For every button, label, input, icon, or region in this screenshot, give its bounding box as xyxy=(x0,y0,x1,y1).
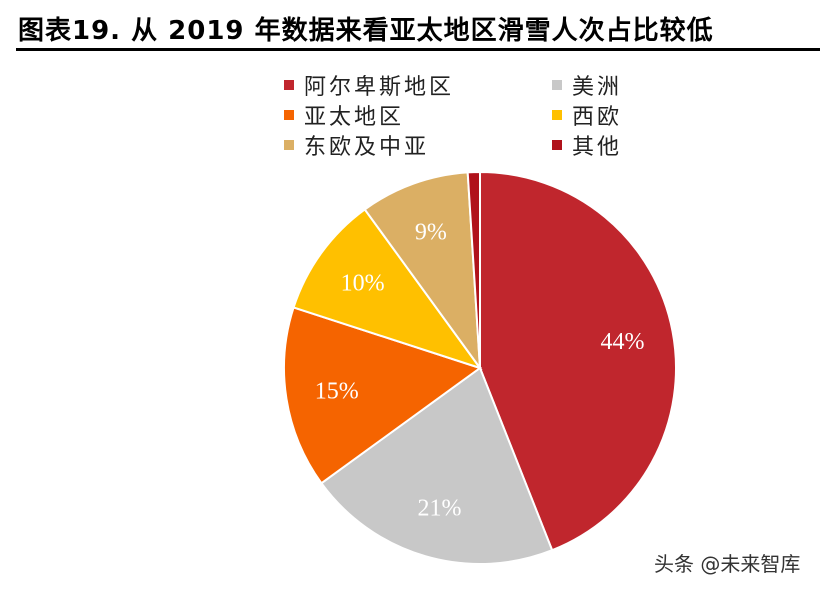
pie-slice-western-europe xyxy=(292,208,483,370)
pie-label-eastern-europe: 9% xyxy=(415,220,447,246)
legend-swatch-asia-pacific xyxy=(284,110,294,120)
pie-slice-americas xyxy=(320,366,554,565)
pie-slices xyxy=(283,170,677,565)
pie-label-americas: 21% xyxy=(418,495,462,521)
legend-item-asia-pacific: 亚太地区 xyxy=(284,100,404,130)
legend-item-alps: 阿尔卑斯地区 xyxy=(284,70,454,100)
pie-slice-eastern-europe xyxy=(363,171,482,372)
legend-label-western-europe: 西欧 xyxy=(572,105,623,130)
pie-label-alps: 44% xyxy=(600,329,644,355)
legend-swatch-western-europe xyxy=(552,110,562,120)
pie-slice-asia-pacific xyxy=(283,306,483,485)
legend-item-americas: 美洲 xyxy=(552,70,622,100)
legend-item-other: 其他 xyxy=(552,130,622,160)
page-title: 图表19. 从 2019 年数据来看亚太地区滑雪人次占比较低 xyxy=(18,16,714,46)
legend-label-alps: 阿尔卑斯地区 xyxy=(304,75,455,100)
pie-label-asia-pacific: 15% xyxy=(315,379,359,405)
pie-labels: 44% 21% 15% 10% 9% xyxy=(315,220,645,522)
legend-swatch-alps xyxy=(284,80,294,90)
pie-label-western-europe: 10% xyxy=(341,271,385,297)
legend-label-americas: 美洲 xyxy=(572,75,623,100)
legend-label-other: 其他 xyxy=(572,135,623,160)
legend-swatch-eastern-europe xyxy=(284,140,294,150)
legend-item-eastern-europe: 东欧及中亚 xyxy=(284,130,429,160)
pie-slice-alps xyxy=(479,170,677,552)
watermark-text: 头条 @未来智库 xyxy=(654,552,801,576)
legend-swatch-other xyxy=(552,140,562,150)
legend-item-western-europe: 西欧 xyxy=(552,100,622,130)
legend-label-asia-pacific: 亚太地区 xyxy=(304,105,405,130)
legend-swatch-americas xyxy=(552,80,562,90)
legend-label-eastern-europe: 东欧及中亚 xyxy=(304,135,430,160)
title-divider xyxy=(16,48,820,51)
pie-slice-other xyxy=(466,170,481,369)
